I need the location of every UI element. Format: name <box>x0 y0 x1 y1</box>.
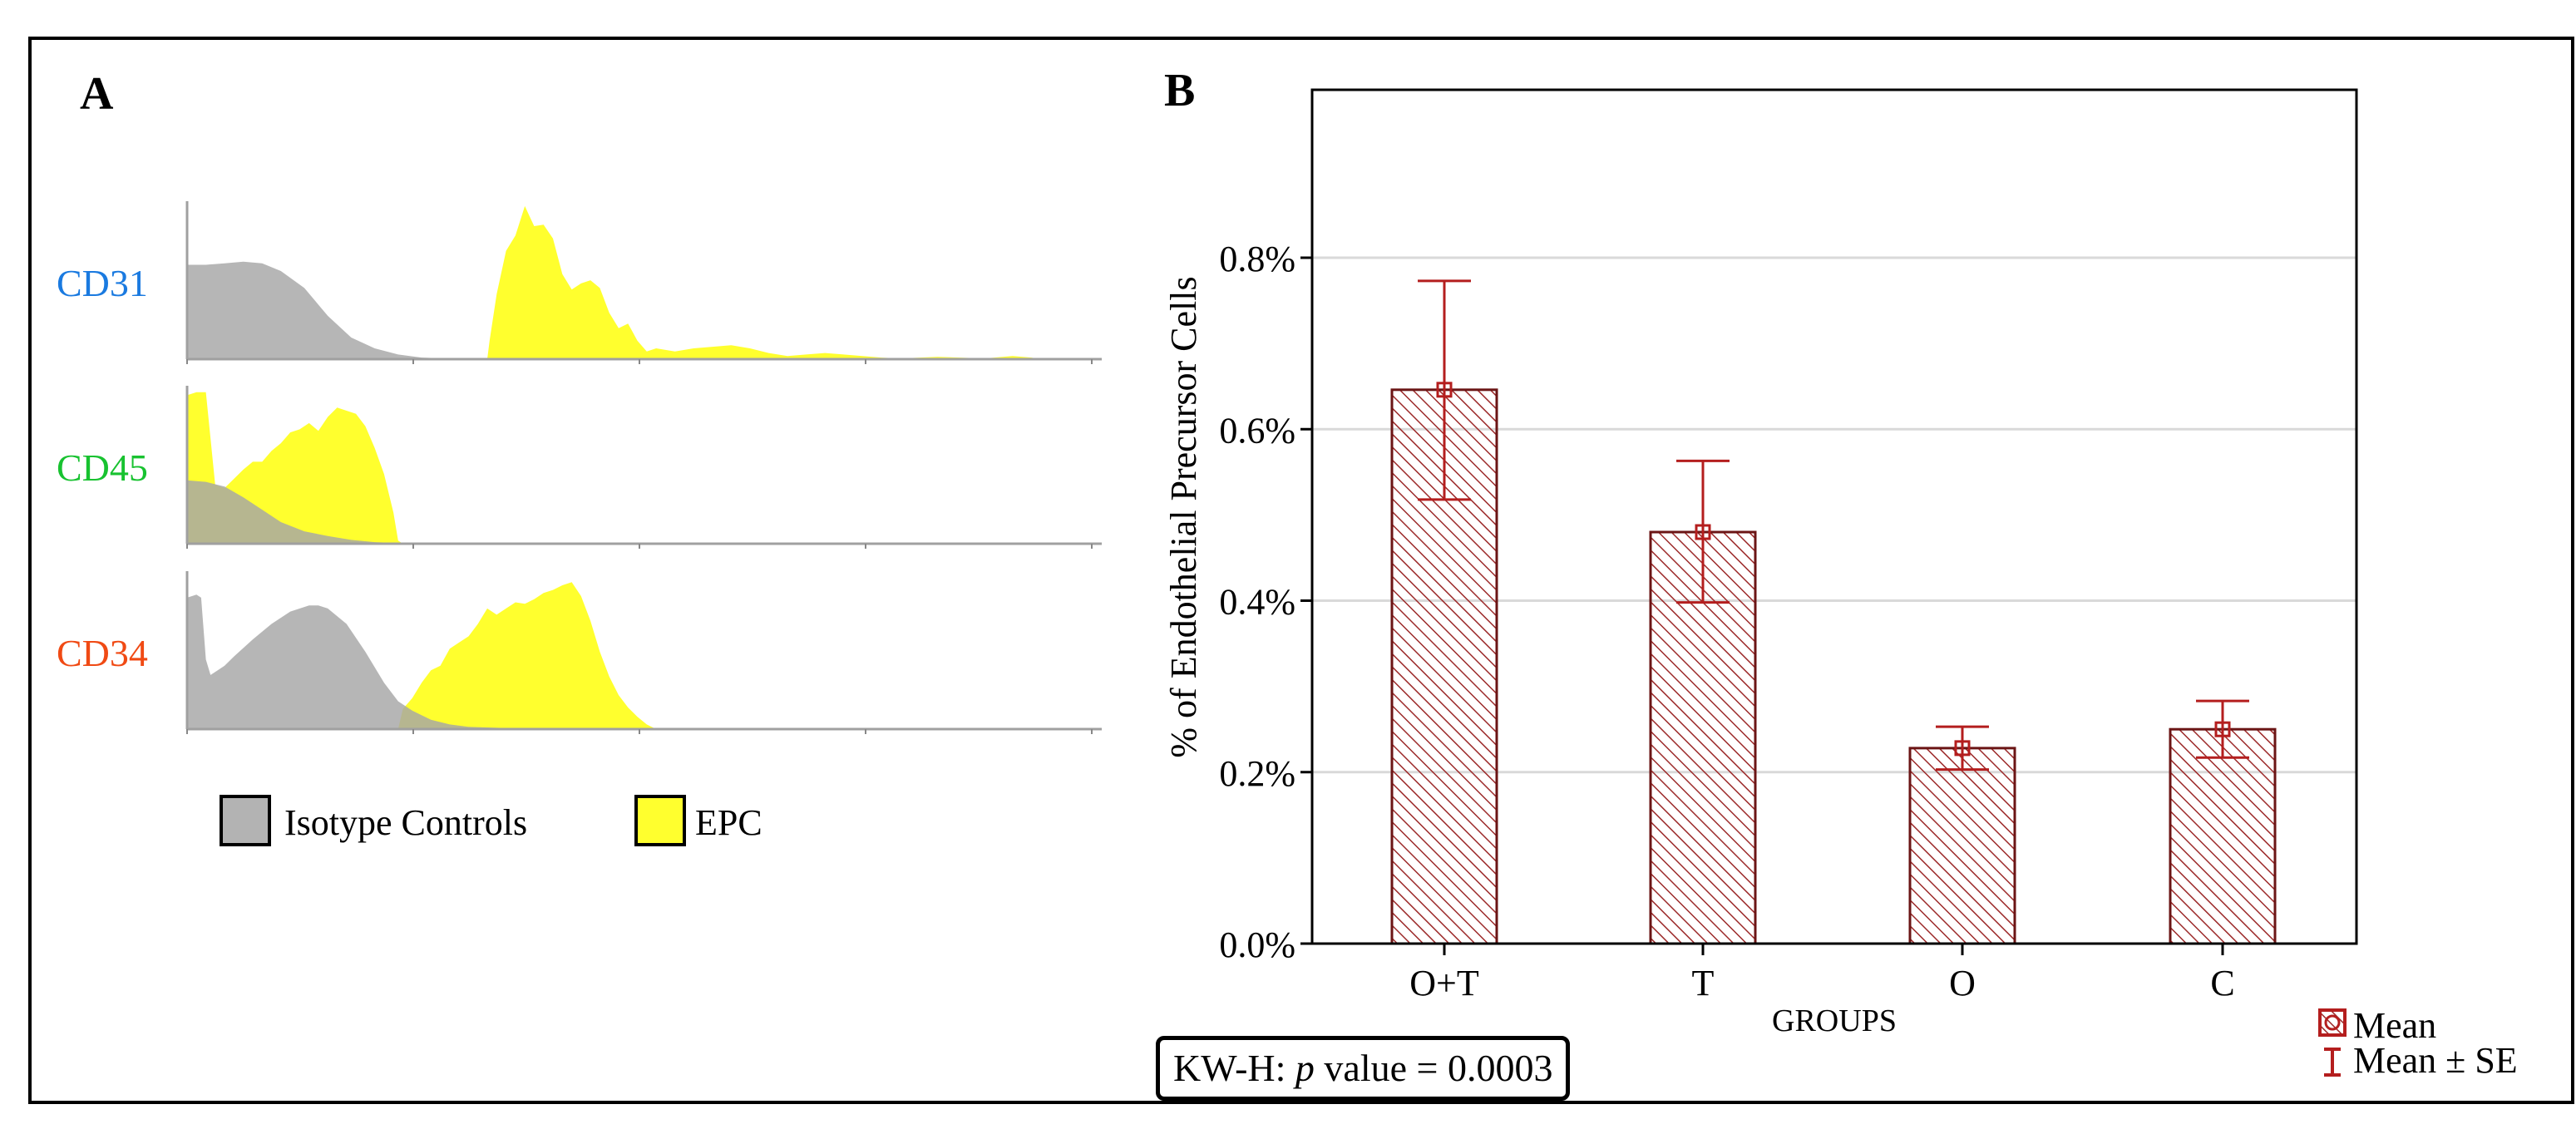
y-tick-label: 0.6% <box>1219 410 1295 451</box>
panel-b-legend: Mean Mean ± SE <box>2318 1005 2518 1081</box>
panel-a-histograms: CD31 CD45 CD34 <box>57 201 1102 734</box>
bar-group: T <box>1649 459 1757 1003</box>
y-tick-label: 0.2% <box>1219 753 1295 794</box>
histogram-epc-cd31 <box>487 205 1041 359</box>
legend-mean-se-icon <box>2324 1048 2341 1077</box>
marker-label-cd45: CD45 <box>57 446 148 489</box>
histogram-cd34: CD34 <box>57 571 1102 734</box>
legend-label-epc: EPC <box>695 802 762 843</box>
bar-group: O <box>1908 725 2016 1003</box>
histogram-cd45: CD45 <box>57 386 1102 549</box>
y-tick-label: 0.4% <box>1219 582 1295 623</box>
marker-label-cd31: CD31 <box>57 262 148 304</box>
legend-mean-icon <box>2318 1008 2347 1037</box>
kruskal-wallis-box: KW-H: p value = 0.0003 <box>1156 1036 1571 1101</box>
legend-swatch-isotype <box>220 795 271 846</box>
bars: O+T T O C <box>1390 279 2277 1003</box>
panel-a-label: A <box>80 68 114 120</box>
mean-marker <box>1954 740 1971 757</box>
x-axis-title: GROUPS <box>1772 1003 1897 1038</box>
legend-swatch-epc <box>634 795 686 846</box>
panel-b-label: B <box>1164 65 1195 116</box>
marker-label-cd34: CD34 <box>57 632 148 674</box>
mean-marker <box>1436 382 1453 398</box>
bar-group: O+T <box>1390 279 1498 1003</box>
histogram-epc-cd34 <box>397 582 657 729</box>
bar <box>2169 727 2277 945</box>
bar <box>1908 747 2016 945</box>
panel-b-bar-chart: 0.0% 0.2% 0.4% 0.6% 0.8% O+T T O C GROUPS % of End… <box>1163 88 2358 1038</box>
panel-a-legend: Isotype Controls EPC <box>220 795 762 846</box>
x-tick-label: T <box>1692 963 1715 1003</box>
y-tick-label: 0.8% <box>1219 239 1295 279</box>
x-tick-label: O+T <box>1409 963 1479 1003</box>
legend-mean-se-label: Mean ± SE <box>2353 1040 2518 1081</box>
kwh-p: p <box>1295 1047 1315 1089</box>
mean-marker <box>2214 721 2231 737</box>
legend-mean-label: Mean <box>2353 1005 2436 1046</box>
x-tick-label: C <box>2210 963 2234 1003</box>
x-tick-label: O <box>1949 963 1976 1003</box>
plot-frame <box>1310 88 2358 945</box>
y-axis-title: % of Endothelial Precursor Cells <box>1163 276 1204 757</box>
mean-marker <box>1695 524 1711 540</box>
histogram-isotype-cd45 <box>187 480 469 544</box>
histogram-cd31: CD31 <box>57 201 1102 364</box>
histogram-isotype-cd31 <box>187 261 469 359</box>
histogram-isotype-cd34 <box>187 594 563 729</box>
figure-frame <box>28 37 2574 1104</box>
legend-label-isotype: Isotype Controls <box>284 802 527 843</box>
bar-group: C <box>2169 699 2277 1003</box>
kwh-suffix: value = 0.0003 <box>1314 1047 1553 1089</box>
y-tick-label: 0.0% <box>1219 924 1295 965</box>
kwh-prefix: KW-H: <box>1173 1047 1295 1089</box>
